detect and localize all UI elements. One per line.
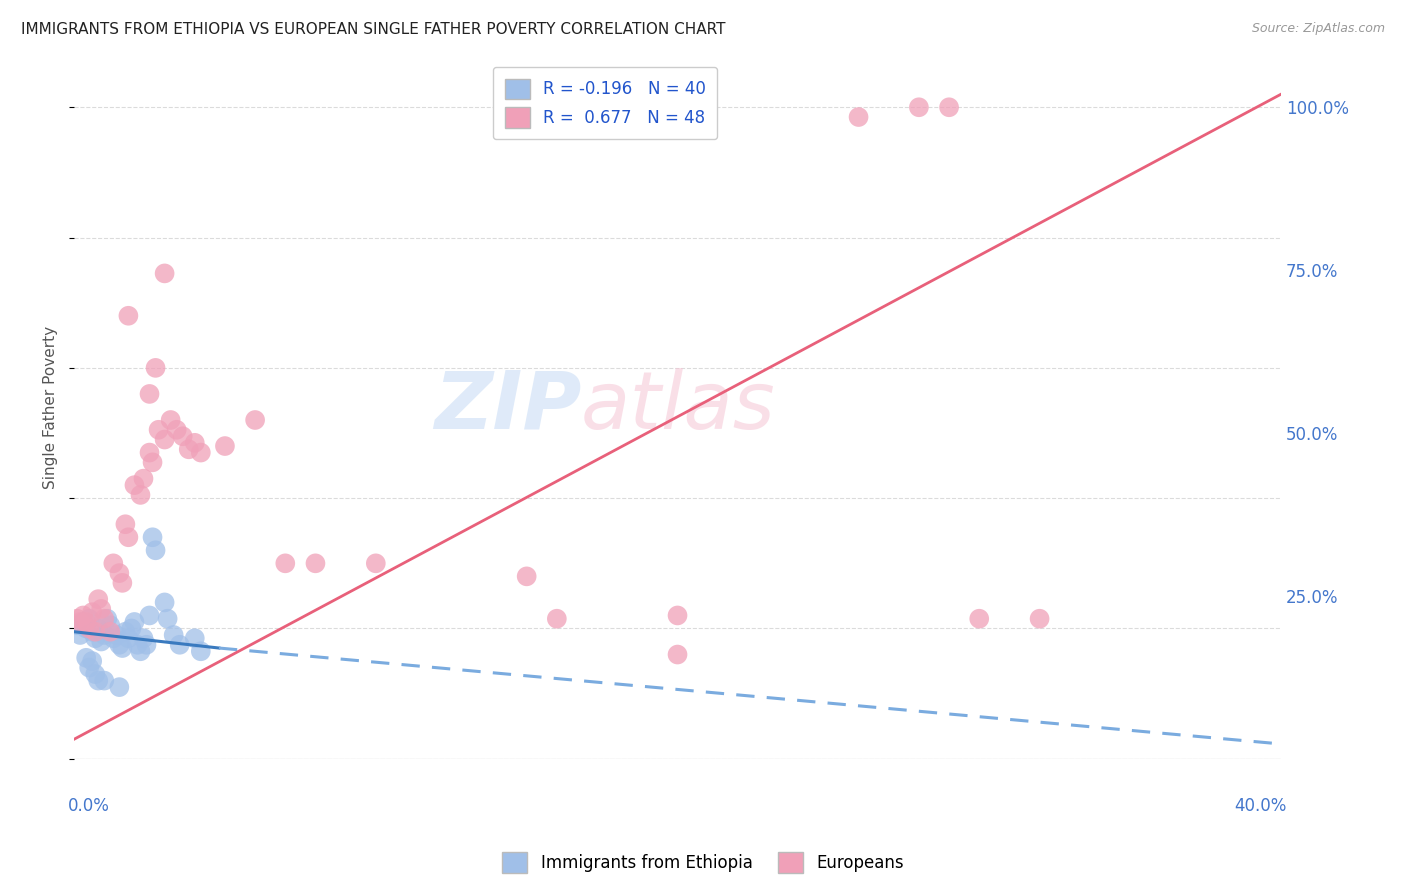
Point: [938, 100, 960, 114]
Point: [77, 622, 100, 636]
Point: [72, 608, 94, 623]
Point: [148, 423, 170, 437]
Point: [132, 632, 155, 646]
Point: [138, 445, 160, 459]
Point: [156, 612, 179, 626]
Point: [96, 612, 118, 626]
Point: [184, 632, 207, 646]
Point: [364, 557, 387, 571]
Point: [848, 110, 870, 124]
Y-axis label: Single Father Poverty: Single Father Poverty: [44, 326, 58, 489]
Point: [105, 628, 128, 642]
Text: 40.0%: 40.0%: [1234, 797, 1286, 815]
Text: Source: ZipAtlas.com: Source: ZipAtlas.com: [1251, 22, 1385, 36]
Point: [87, 673, 110, 688]
Point: [172, 429, 194, 443]
Point: [184, 435, 207, 450]
Point: [93, 673, 115, 688]
Point: [908, 100, 931, 114]
Point: [153, 595, 176, 609]
Point: [72, 615, 94, 629]
Point: [666, 608, 689, 623]
Point: [111, 575, 134, 590]
Point: [166, 423, 188, 437]
Point: [124, 478, 146, 492]
Point: [82, 605, 104, 619]
Point: [132, 472, 155, 486]
Point: [129, 488, 152, 502]
Point: [141, 530, 163, 544]
Point: [114, 517, 136, 532]
Point: [103, 632, 125, 646]
Point: [108, 680, 131, 694]
Point: [153, 433, 176, 447]
Point: [516, 569, 538, 583]
Point: [103, 557, 125, 571]
Point: [87, 592, 110, 607]
Point: [141, 455, 163, 469]
Point: [138, 608, 160, 623]
Legend: R = -0.196   N = 40, R =  0.677   N = 48: R = -0.196 N = 40, R = 0.677 N = 48: [494, 67, 717, 139]
Point: [304, 557, 326, 571]
Point: [69, 615, 91, 629]
Point: [77, 612, 100, 626]
Point: [66, 618, 89, 632]
Point: [169, 638, 191, 652]
Point: [127, 638, 149, 652]
Point: [87, 622, 110, 636]
Point: [163, 628, 186, 642]
Point: [75, 615, 97, 629]
Point: [117, 632, 139, 646]
Point: [108, 566, 131, 580]
Point: [546, 612, 568, 626]
Point: [93, 628, 115, 642]
Text: ZIP: ZIP: [433, 368, 581, 446]
Point: [190, 445, 212, 459]
Text: IMMIGRANTS FROM ETHIOPIA VS EUROPEAN SINGLE FATHER POVERTY CORRELATION CHART: IMMIGRANTS FROM ETHIOPIA VS EUROPEAN SIN…: [21, 22, 725, 37]
Point: [129, 644, 152, 658]
Point: [84, 624, 107, 639]
Point: [108, 638, 131, 652]
Point: [135, 638, 157, 652]
Point: [145, 543, 167, 558]
Point: [124, 615, 146, 629]
Point: [967, 612, 990, 626]
Point: [69, 628, 91, 642]
Point: [77, 660, 100, 674]
Point: [75, 622, 97, 636]
Point: [120, 622, 142, 636]
Point: [214, 439, 236, 453]
Point: [274, 557, 297, 571]
Text: atlas: atlas: [581, 368, 776, 446]
Point: [190, 644, 212, 658]
Point: [243, 413, 266, 427]
Point: [111, 640, 134, 655]
Point: [84, 632, 107, 646]
Point: [90, 602, 112, 616]
Text: 0.0%: 0.0%: [67, 797, 110, 815]
Point: [98, 624, 121, 639]
Legend: Immigrants from Ethiopia, Europeans: Immigrants from Ethiopia, Europeans: [496, 846, 910, 880]
Point: [93, 612, 115, 626]
Point: [177, 442, 200, 457]
Point: [82, 654, 104, 668]
Point: [75, 650, 97, 665]
Point: [84, 667, 107, 681]
Point: [117, 530, 139, 544]
Point: [666, 648, 689, 662]
Point: [1028, 612, 1050, 626]
Point: [145, 360, 167, 375]
Point: [159, 413, 181, 427]
Point: [66, 612, 89, 626]
Point: [117, 309, 139, 323]
Point: [98, 618, 121, 632]
Point: [114, 624, 136, 639]
Point: [82, 624, 104, 639]
Point: [138, 387, 160, 401]
Point: [153, 267, 176, 281]
Point: [90, 634, 112, 648]
